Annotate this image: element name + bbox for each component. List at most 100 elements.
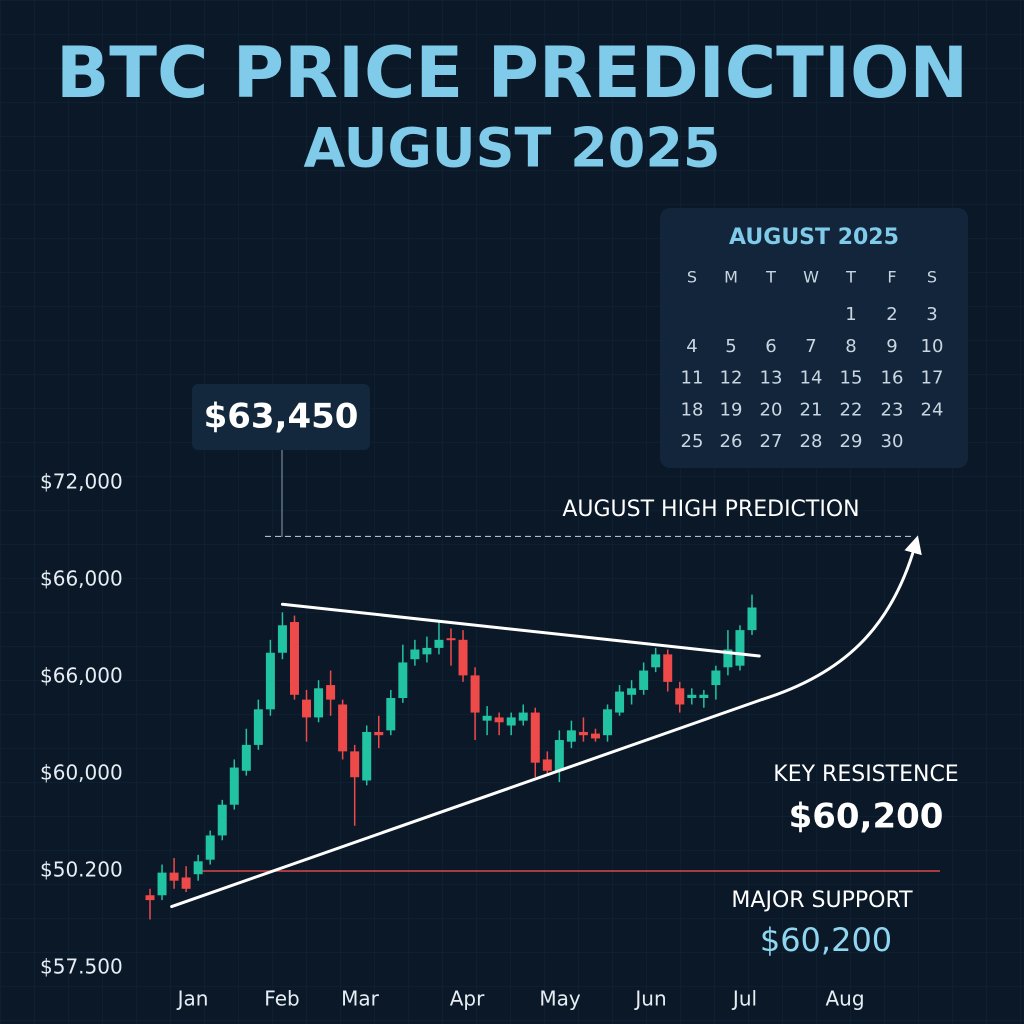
candle-body bbox=[241, 744, 251, 771]
candle-body bbox=[735, 630, 745, 666]
calendar-day: 8 bbox=[845, 336, 856, 357]
candle-body bbox=[482, 715, 492, 721]
candle-body bbox=[434, 639, 444, 648]
calendar-day: 24 bbox=[921, 399, 944, 420]
support-trendline bbox=[170, 698, 764, 909]
major-support-price: $60,200 bbox=[760, 921, 892, 959]
candle-body bbox=[627, 688, 637, 695]
candle-body bbox=[530, 712, 540, 763]
y-tick-label: $57.500 bbox=[40, 955, 123, 979]
calendar-day: 28 bbox=[800, 431, 823, 452]
candle-body bbox=[326, 685, 336, 700]
candle-body bbox=[277, 625, 287, 653]
x-tick-label: Mar bbox=[341, 987, 380, 1011]
calendar-panel bbox=[660, 208, 968, 468]
candle-body bbox=[181, 877, 191, 889]
candle-body bbox=[314, 688, 324, 718]
calendar-day: 16 bbox=[881, 368, 904, 389]
calendar-day: 10 bbox=[921, 336, 944, 357]
calendar-day: 12 bbox=[720, 368, 743, 389]
calendar-day: 20 bbox=[760, 399, 783, 420]
x-tick-label: Feb bbox=[264, 987, 299, 1011]
calendar-day: 29 bbox=[840, 431, 863, 452]
candle-body bbox=[217, 804, 227, 836]
title: BTC PRICE PREDICTION bbox=[56, 32, 968, 114]
calendar-day: 19 bbox=[720, 399, 743, 420]
calendar-day: 13 bbox=[760, 368, 783, 389]
callout-label: $63,450 bbox=[204, 397, 359, 437]
candle-body bbox=[169, 872, 179, 881]
y-tick-label: $50.200 bbox=[40, 858, 123, 882]
calendar-day: 17 bbox=[921, 368, 944, 389]
weekday: S bbox=[687, 268, 697, 287]
subtitle: AUGUST 2025 bbox=[304, 117, 721, 180]
candle-body bbox=[615, 691, 625, 713]
candle-body bbox=[422, 647, 432, 655]
candle-body bbox=[253, 709, 263, 745]
calendar-day: 5 bbox=[725, 336, 736, 357]
candle-body bbox=[663, 654, 673, 682]
y-tick-label: $60,000 bbox=[40, 761, 123, 785]
candle-body bbox=[398, 662, 408, 699]
calendar-day: 18 bbox=[681, 399, 704, 420]
prediction-arrow bbox=[761, 535, 922, 702]
y-tick-label: $72,000 bbox=[40, 470, 123, 494]
candle-body bbox=[590, 733, 600, 739]
callout-box bbox=[192, 384, 370, 450]
calendar-day: 9 bbox=[886, 336, 897, 357]
calendar-day: 27 bbox=[760, 431, 783, 452]
weekday: M bbox=[724, 268, 738, 287]
candle-body bbox=[350, 751, 360, 778]
candle-body bbox=[554, 740, 564, 771]
high-prediction-label: AUGUST HIGH PREDICTION bbox=[562, 497, 859, 522]
candle-body bbox=[494, 717, 504, 723]
calendar-day: 2 bbox=[886, 304, 897, 325]
candle-body bbox=[458, 639, 468, 676]
calendar-day: 4 bbox=[686, 336, 697, 357]
weekday: T bbox=[845, 268, 856, 287]
candle-body bbox=[687, 694, 697, 699]
calendar-day: 15 bbox=[840, 368, 863, 389]
candle-body bbox=[338, 704, 348, 752]
calendar-day: 26 bbox=[720, 431, 743, 452]
candle-body bbox=[639, 670, 649, 690]
calendar-day: 22 bbox=[840, 399, 863, 420]
key-resistance-price: $60,200 bbox=[789, 797, 944, 837]
candle-body bbox=[506, 717, 516, 726]
candle-body bbox=[651, 654, 661, 668]
candle-body bbox=[699, 694, 709, 699]
candle-body bbox=[145, 895, 155, 901]
x-tick-label: Jul bbox=[731, 987, 757, 1011]
calendar-day: 3 bbox=[926, 304, 937, 325]
major-support-label: MAJOR SUPPORT bbox=[731, 888, 913, 913]
weekday: S bbox=[927, 268, 937, 287]
candle-body bbox=[566, 730, 576, 742]
candle-body bbox=[386, 698, 396, 731]
candle-body bbox=[446, 638, 456, 641]
y-tick-label: $66,000 bbox=[40, 567, 123, 591]
x-tick-label: May bbox=[539, 987, 581, 1011]
candle-body bbox=[205, 835, 215, 860]
y-tick-label: $66,000 bbox=[40, 664, 123, 688]
x-tick-label: Jan bbox=[176, 987, 209, 1011]
candle-body bbox=[675, 688, 685, 705]
candle-body bbox=[229, 767, 239, 805]
calendar-day: 14 bbox=[800, 368, 823, 389]
candle-body bbox=[711, 670, 721, 686]
candle-body bbox=[603, 709, 613, 736]
weekday: W bbox=[803, 268, 819, 287]
candle-body bbox=[289, 622, 299, 695]
calendar-day: 21 bbox=[800, 399, 823, 420]
key-resistance-label: KEY RESISTENCE bbox=[773, 762, 958, 787]
resistance-trendline bbox=[280, 602, 761, 658]
candle-body bbox=[362, 731, 372, 781]
candle-body bbox=[410, 649, 420, 660]
candle-body bbox=[265, 652, 275, 710]
weekday: F bbox=[887, 268, 896, 287]
calendar-day: 25 bbox=[681, 431, 704, 452]
calendar-day: 11 bbox=[681, 368, 704, 389]
candle-body bbox=[747, 607, 757, 631]
x-tick-label: Apr bbox=[450, 987, 485, 1011]
calendar-day: 23 bbox=[881, 399, 904, 420]
